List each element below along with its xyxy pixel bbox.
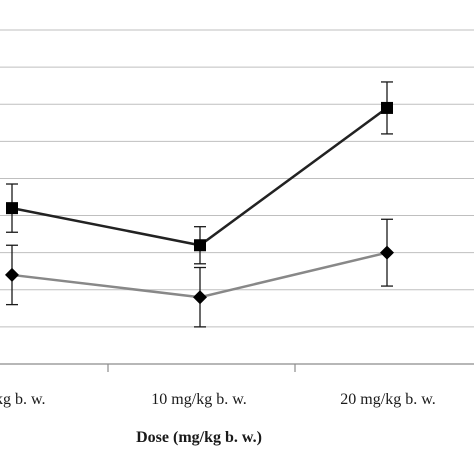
square-marker (6, 202, 18, 215)
diamond-marker (5, 267, 19, 282)
x-tick-labels: /kg b. w. 10 mg/kg b. w. 20 mg/kg b. w. (0, 391, 436, 408)
series-group (5, 81, 394, 328)
gridlines (0, 29, 474, 328)
x-axis (0, 363, 474, 372)
square-marker (381, 101, 393, 114)
diamond-marker (193, 290, 207, 305)
x-tick-label: 10 mg/kg b. w. (151, 391, 246, 408)
x-axis-title: Dose (mg/kg b. w.) (136, 429, 262, 446)
x-tick-label: 20 mg/kg b. w. (340, 391, 435, 408)
diamond-marker (380, 245, 394, 260)
square-marker (194, 239, 206, 252)
series-line (11, 106, 388, 247)
x-tick-label: /kg b. w. (0, 391, 45, 408)
